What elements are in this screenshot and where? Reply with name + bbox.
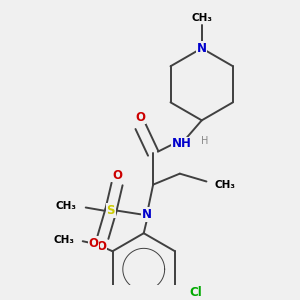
Text: CH₃: CH₃ <box>54 235 75 244</box>
Text: N: N <box>197 42 207 55</box>
Text: N: N <box>142 208 152 221</box>
Text: O: O <box>112 169 122 182</box>
Text: CH₃: CH₃ <box>214 180 235 190</box>
Text: CH₃: CH₃ <box>191 14 212 23</box>
Text: O: O <box>96 240 106 253</box>
Text: S: S <box>106 204 115 217</box>
Text: O: O <box>136 111 146 124</box>
Text: CH₃: CH₃ <box>55 201 76 211</box>
Text: NH: NH <box>171 137 191 150</box>
Text: Cl: Cl <box>189 286 202 298</box>
Text: O: O <box>89 237 99 250</box>
Text: H: H <box>201 136 208 146</box>
